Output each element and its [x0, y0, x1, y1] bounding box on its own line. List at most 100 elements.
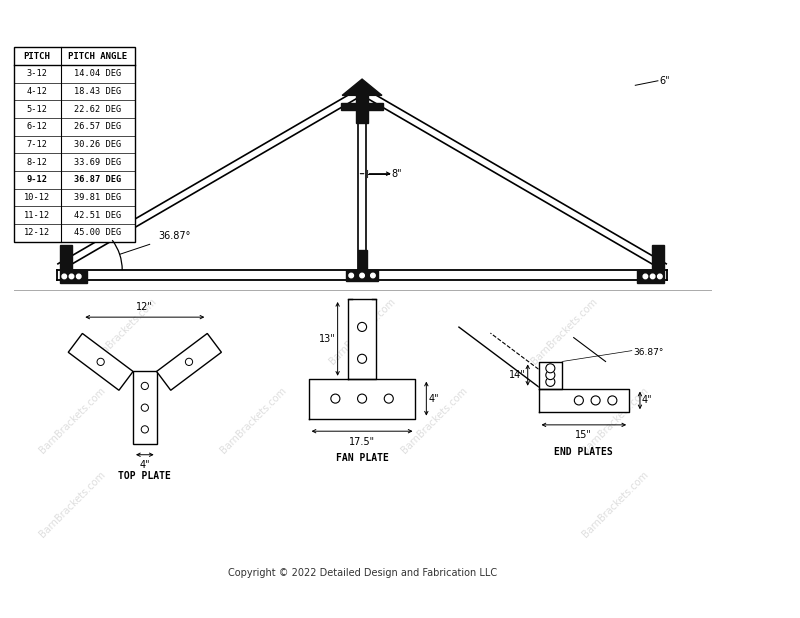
Text: 4": 4": [139, 460, 150, 470]
Text: 4-12: 4-12: [26, 87, 48, 96]
Text: 8": 8": [391, 169, 402, 179]
Polygon shape: [60, 245, 73, 270]
Circle shape: [546, 364, 555, 373]
Text: 6": 6": [660, 76, 670, 86]
Text: 3-12: 3-12: [26, 69, 48, 78]
Text: 17.5": 17.5": [349, 437, 375, 447]
Text: 13": 13": [319, 334, 336, 344]
Text: 12": 12": [136, 302, 154, 311]
Text: BarnBrackets.com: BarnBrackets.com: [88, 297, 158, 366]
Circle shape: [546, 378, 555, 386]
Polygon shape: [356, 95, 369, 122]
Text: BarnBrackets.com: BarnBrackets.com: [38, 470, 107, 540]
Text: PITCH: PITCH: [24, 52, 50, 61]
Circle shape: [358, 323, 366, 331]
Circle shape: [643, 274, 648, 279]
Circle shape: [97, 358, 104, 365]
Text: BarnBrackets.com: BarnBrackets.com: [530, 297, 600, 366]
Circle shape: [358, 354, 366, 363]
Text: FAN PLATE: FAN PLATE: [336, 453, 389, 463]
Polygon shape: [342, 103, 356, 110]
Circle shape: [658, 274, 662, 279]
Text: 8-12: 8-12: [26, 158, 48, 167]
Polygon shape: [652, 245, 664, 270]
Text: 15": 15": [575, 430, 592, 440]
Polygon shape: [362, 89, 666, 270]
Polygon shape: [538, 389, 629, 412]
Text: 39.81 DEG: 39.81 DEG: [74, 193, 122, 202]
Circle shape: [349, 273, 354, 277]
Text: 9-12: 9-12: [26, 176, 48, 184]
Circle shape: [331, 394, 340, 403]
Text: BarnBrackets.com: BarnBrackets.com: [218, 386, 289, 456]
Circle shape: [370, 273, 375, 277]
Polygon shape: [369, 103, 383, 110]
Polygon shape: [342, 79, 382, 95]
Text: 7-12: 7-12: [26, 140, 48, 149]
Text: 36.87°: 36.87°: [158, 232, 190, 242]
Circle shape: [650, 274, 655, 279]
Text: PITCH ANGLE: PITCH ANGLE: [68, 52, 127, 61]
Polygon shape: [538, 362, 562, 389]
Circle shape: [142, 404, 149, 412]
Polygon shape: [58, 89, 362, 270]
Text: 4": 4": [428, 394, 438, 404]
Text: BarnBrackets.com: BarnBrackets.com: [327, 117, 397, 187]
Text: 36.87°: 36.87°: [634, 348, 664, 357]
Circle shape: [186, 358, 193, 365]
Text: BarnBrackets.com: BarnBrackets.com: [327, 207, 397, 277]
Text: END PLATES: END PLATES: [554, 447, 614, 457]
Circle shape: [608, 396, 617, 405]
Circle shape: [591, 396, 600, 405]
Text: BarnBrackets.com: BarnBrackets.com: [581, 386, 650, 456]
Bar: [14, 171, 134, 188]
Text: 6-12: 6-12: [26, 122, 48, 132]
Text: 22.62 DEG: 22.62 DEG: [74, 104, 122, 114]
Text: 33.69 DEG: 33.69 DEG: [74, 158, 122, 167]
Text: 14.04 DEG: 14.04 DEG: [74, 69, 122, 78]
Text: 12-12: 12-12: [24, 228, 50, 237]
Circle shape: [142, 383, 149, 389]
Text: BarnBrackets.com: BarnBrackets.com: [530, 207, 600, 277]
Text: 14": 14": [509, 370, 526, 380]
Text: TOP PLATE: TOP PLATE: [118, 471, 171, 481]
Text: 42.51 DEG: 42.51 DEG: [74, 211, 122, 219]
Text: BarnBrackets.com: BarnBrackets.com: [88, 207, 158, 277]
Polygon shape: [133, 371, 157, 444]
Polygon shape: [157, 334, 222, 391]
Circle shape: [384, 394, 394, 403]
Text: 18.43 DEG: 18.43 DEG: [74, 87, 122, 96]
Text: BarnBrackets.com: BarnBrackets.com: [581, 470, 650, 540]
Circle shape: [358, 394, 366, 403]
Circle shape: [77, 274, 81, 279]
Bar: [14, 48, 135, 242]
Polygon shape: [358, 250, 366, 270]
Polygon shape: [349, 299, 376, 379]
Text: 4": 4": [642, 396, 652, 405]
Polygon shape: [68, 334, 133, 391]
Polygon shape: [60, 270, 87, 283]
Polygon shape: [57, 270, 667, 280]
Text: BarnBrackets.com: BarnBrackets.com: [327, 297, 397, 366]
Circle shape: [546, 371, 555, 379]
Text: 10-12: 10-12: [24, 193, 50, 202]
Circle shape: [70, 274, 74, 279]
Text: BarnBrackets.com: BarnBrackets.com: [38, 386, 107, 456]
Text: 11-12: 11-12: [24, 211, 50, 219]
Circle shape: [360, 273, 364, 277]
Text: 45.00 DEG: 45.00 DEG: [74, 228, 122, 237]
Text: 26.57 DEG: 26.57 DEG: [74, 122, 122, 132]
Polygon shape: [57, 77, 667, 282]
Text: 5-12: 5-12: [26, 104, 48, 114]
Text: Copyright © 2022 Detailed Design and Fabrication LLC: Copyright © 2022 Detailed Design and Fab…: [227, 568, 497, 578]
Text: 30.26 DEG: 30.26 DEG: [74, 140, 122, 149]
Text: BarnBrackets.com: BarnBrackets.com: [530, 117, 600, 187]
Polygon shape: [309, 379, 415, 418]
Text: BarnBrackets.com: BarnBrackets.com: [399, 386, 470, 456]
Text: 36.87 DEG: 36.87 DEG: [74, 176, 122, 184]
Circle shape: [574, 396, 583, 405]
Circle shape: [142, 426, 149, 433]
Circle shape: [62, 274, 66, 279]
Text: BarnBrackets.com: BarnBrackets.com: [88, 117, 158, 187]
Polygon shape: [358, 95, 366, 270]
